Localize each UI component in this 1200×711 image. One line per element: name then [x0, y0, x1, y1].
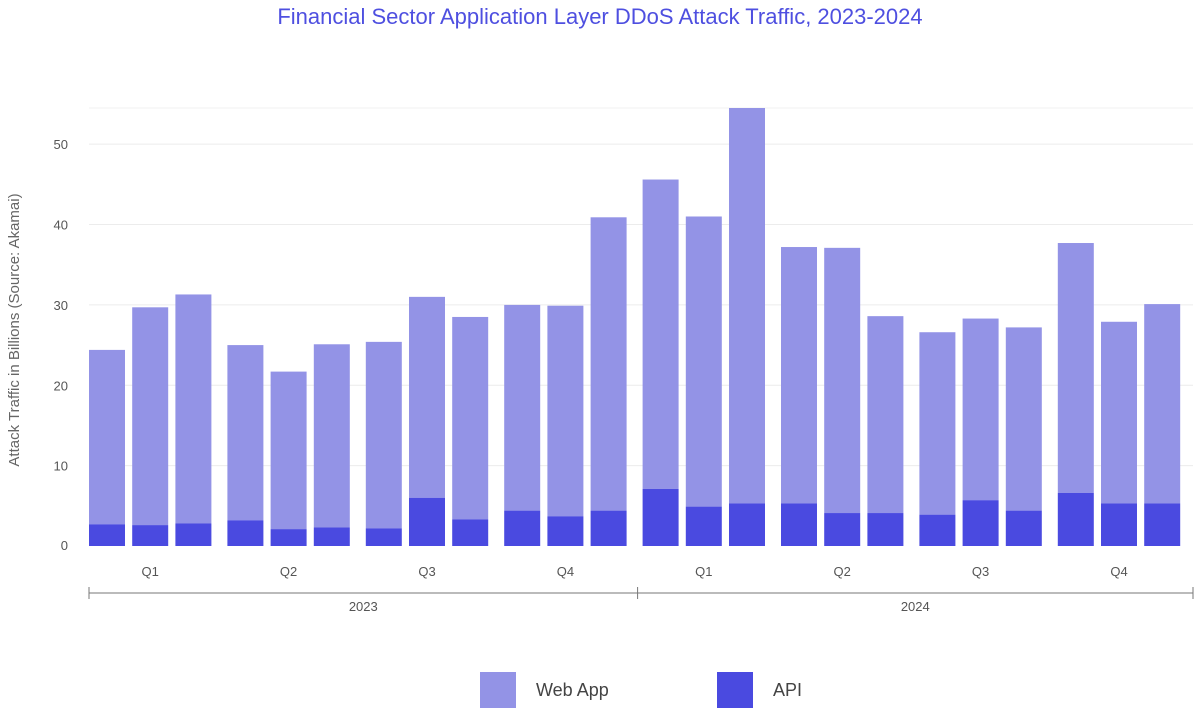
bar-api[interactable]	[685, 506, 722, 546]
y-tick-label: 30	[54, 298, 68, 313]
x-tick-label-quarter: Q2	[280, 564, 297, 579]
bar-api[interactable]	[962, 500, 999, 546]
bar-api[interactable]	[1057, 492, 1094, 546]
bar-api[interactable]	[313, 527, 350, 546]
bar-web-app[interactable]	[919, 332, 956, 515]
bar-web-app[interactable]	[175, 294, 212, 524]
bar-api[interactable]	[781, 503, 817, 546]
legend-label-web-app: Web App	[536, 679, 609, 700]
bar-api[interactable]	[919, 514, 956, 546]
bar-web-app[interactable]	[409, 296, 445, 498]
legend-swatch-api	[717, 672, 753, 708]
bar-api[interactable]	[409, 497, 445, 546]
x-tick-label-quarter: Q3	[972, 564, 989, 579]
x-tick-label-quarter: Q4	[557, 564, 574, 579]
bar-api[interactable]	[227, 520, 264, 546]
x-tick-label-quarter: Q3	[418, 564, 435, 579]
bar-web-app[interactable]	[365, 341, 402, 529]
bar-api[interactable]	[452, 519, 489, 546]
bar-api[interactable]	[1144, 503, 1181, 546]
legend-label-api: API	[773, 679, 803, 700]
legend-item-api[interactable]: API	[717, 672, 802, 708]
bar-web-app[interactable]	[1005, 327, 1042, 511]
x-tick-label-year: 2023	[349, 599, 378, 614]
bar-web-app[interactable]	[504, 304, 541, 511]
bar-api[interactable]	[867, 513, 904, 546]
legend-item-web-app[interactable]: Web App	[480, 672, 609, 708]
bar-api[interactable]	[365, 528, 402, 546]
chart-title: Financial Sector Application Layer DDoS …	[277, 4, 923, 29]
y-tick-label: 10	[54, 459, 68, 474]
bar-web-app[interactable]	[313, 344, 350, 528]
bar-api[interactable]	[175, 523, 212, 546]
bar-api[interactable]	[89, 524, 125, 546]
x-axis: Q1 Q2 Q3 Q4 Q1 Q2 Q3 Q4 2023 2024	[88, 564, 1194, 614]
bars	[89, 108, 1181, 546]
legend-swatch-web-app	[480, 672, 516, 708]
x-tick-label-quarter: Q1	[142, 564, 159, 579]
bar-api[interactable]	[824, 513, 861, 546]
y-axis-title: Attack Traffic in Billions (Source: Akam…	[6, 193, 23, 466]
y-tick-label: 50	[54, 137, 68, 152]
bar-api[interactable]	[547, 516, 584, 546]
bar-api[interactable]	[590, 510, 627, 546]
bar-web-app[interactable]	[642, 179, 679, 489]
bar-api[interactable]	[642, 488, 679, 546]
x-tick-label-year: 2024	[901, 599, 930, 614]
stacked-bar-chart: Q1 Q2 Q3 Q4 Q1 Q2 Q3 Q4 2023 2024 0 10 20 30 40 50 Att…	[6, 107, 1194, 614]
bar-web-app[interactable]	[1144, 304, 1181, 504]
y-axis: 0 10 20 30 40 50	[54, 137, 68, 553]
y-tick-label: 20	[54, 378, 68, 393]
bar-web-app[interactable]	[962, 318, 999, 501]
bar-web-app[interactable]	[729, 108, 765, 504]
bar-web-app[interactable]	[590, 217, 627, 511]
bar-web-app[interactable]	[781, 247, 817, 504]
x-tick-label-quarter: Q4	[1110, 564, 1127, 579]
bar-web-app[interactable]	[270, 371, 307, 530]
bar-api[interactable]	[1101, 503, 1137, 546]
bar-web-app[interactable]	[867, 316, 904, 514]
bar-api[interactable]	[270, 529, 307, 546]
bar-web-app[interactable]	[1057, 243, 1094, 493]
y-tick-label: 40	[54, 218, 68, 233]
bar-api[interactable]	[729, 503, 765, 546]
bar-web-app[interactable]	[132, 307, 169, 526]
bar-web-app[interactable]	[547, 305, 584, 517]
bar-web-app[interactable]	[452, 316, 489, 520]
bar-web-app[interactable]	[824, 247, 861, 514]
bar-web-app[interactable]	[1101, 321, 1137, 504]
bar-api[interactable]	[132, 525, 169, 546]
bar-web-app[interactable]	[227, 345, 264, 521]
x-tick-label-quarter: Q1	[695, 564, 712, 579]
legend: Web App API	[0, 672, 1200, 708]
x-tick-label-quarter: Q2	[834, 564, 851, 579]
bar-web-app[interactable]	[685, 216, 722, 507]
bar-web-app[interactable]	[89, 349, 125, 525]
bar-api[interactable]	[1005, 510, 1042, 546]
y-tick-label: 0	[61, 538, 68, 553]
bar-api[interactable]	[504, 510, 541, 546]
